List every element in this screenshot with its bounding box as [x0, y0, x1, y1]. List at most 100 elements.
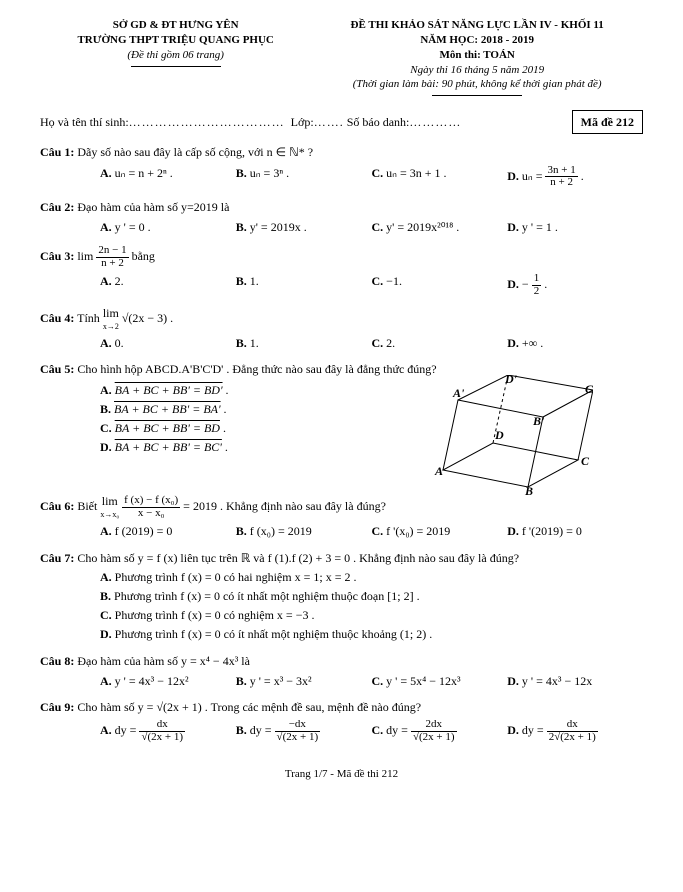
q1-opt-c: C. uₙ = 3n + 1 . — [372, 165, 508, 189]
divider — [131, 66, 221, 67]
q6-opt-a: A. f (2019) = 0 — [100, 523, 236, 539]
q1-label: Câu 1: — [40, 145, 74, 159]
q9-opt-c: C. dy = 2dx√(2x + 1) — [372, 719, 508, 743]
q2-opt-d: D. y ' = 1 . — [507, 219, 643, 235]
q3-opt-a: A. 2. — [100, 273, 236, 297]
q7-opt-d: D. Phương trình f (x) = 0 có ít nhất một… — [100, 626, 643, 642]
q1-opt-b: B. uₙ = 3ⁿ . — [236, 165, 372, 189]
divider — [432, 95, 522, 96]
question-2: Câu 2: Đạo hàm của hàm số y=2019 là A. y… — [40, 199, 643, 235]
q6-options: A. f (2019) = 0 B. f (x₀) = 2019 C. f '(… — [40, 523, 643, 539]
fraction: 2n − 1n + 2 — [96, 245, 128, 269]
q4-opt-b: B. 1. — [236, 335, 372, 351]
q1-opt-a: A. uₙ = n + 2ⁿ . — [100, 165, 236, 189]
question-1: Câu 1: Dãy số nào sau đây là cấp số cộng… — [40, 144, 643, 188]
q7-label: Câu 7: — [40, 551, 74, 565]
svg-text:A': A' — [452, 386, 465, 400]
org-1: SỞ GD & ĐT HƯNG YÊN — [40, 18, 311, 33]
question-3: Câu 3: lim 2n − 1n + 2 bằng A. 2. B. 1. … — [40, 245, 643, 297]
q3-opt-d: D. − 12 . — [507, 273, 643, 297]
q1-options: A. uₙ = n + 2ⁿ . B. uₙ = 3ⁿ . C. uₙ = 3n… — [40, 165, 643, 189]
page-footer: Trang 1/7 - Mã đề thi 212 — [40, 767, 643, 782]
q7-text: Cho hàm số y = f (x) liên tục trên ℝ và … — [77, 551, 519, 565]
q3-options: A. 2. B. 1. C. −1. D. − 12 . — [40, 273, 643, 297]
svg-text:D': D' — [504, 375, 518, 386]
question-4: Câu 4: Tính lim x→2 √(2x − 3) . A. 0. B.… — [40, 307, 643, 351]
q9-label: Câu 9: — [40, 700, 74, 714]
id-label: Số báo danh: — [347, 114, 410, 130]
q6-opt-b: B. f (x₀) = 2019 — [236, 523, 372, 539]
q9-opt-a: A. dy = dx√(2x + 1) — [100, 719, 236, 743]
q8-opt-a: A. y ' = 4x³ − 12x² — [100, 673, 236, 689]
fraction: −dx√(2x + 1) — [275, 719, 321, 743]
q9-text: Cho hàm số y = √(2x + 1) . Trong các mện… — [77, 700, 421, 714]
fraction: dx√(2x + 1) — [139, 719, 185, 743]
svg-text:C': C' — [585, 382, 593, 396]
q3-label: Câu 3: — [40, 249, 74, 263]
question-9: Câu 9: Cho hàm số y = √(2x + 1) . Trong … — [40, 699, 643, 743]
q8-opt-c: C. y ' = 5x⁴ − 12x³ — [372, 673, 508, 689]
header-left: SỞ GD & ĐT HƯNG YÊN TRƯỜNG THPT TRIỆU QU… — [40, 18, 311, 96]
page-count: (Đề thi gồm 06 trang) — [40, 48, 311, 63]
svg-text:A: A — [434, 464, 443, 478]
exam-page: SỞ GD & ĐT HƯNG YÊN TRƯỜNG THPT TRIỆU QU… — [0, 0, 683, 892]
q6-label: Câu 6: — [40, 499, 74, 513]
q9-opt-d: D. dy = dx2√(2x + 1) — [507, 719, 643, 743]
q9-options: A. dy = dx√(2x + 1) B. dy = −dx√(2x + 1)… — [40, 719, 643, 743]
q5-label: Câu 5: — [40, 362, 74, 376]
header-right: ĐỀ THI KHẢO SÁT NĂNG LỰC LẦN IV - KHỐI 1… — [311, 18, 643, 96]
q5-text: Cho hình hộp ABCD.A'B'C'D' . Đẳng thức n… — [77, 362, 436, 376]
q2-text: Đạo hàm của hàm số y=2019 là — [77, 200, 229, 214]
q4-label: Câu 4: — [40, 311, 74, 325]
q7-opt-a: A. Phương trình f (x) = 0 có hai nghiệm … — [100, 569, 643, 585]
exam-duration: (Thời gian làm bài: 90 phút, không kể th… — [311, 77, 643, 92]
exam-date: Ngày thi 16 tháng 5 năm 2019 — [311, 63, 643, 78]
q6-opt-c: C. f '(x₀) = 2019 — [372, 523, 508, 539]
q4-options: A. 0. B. 1. C. 2. D. +∞ . — [40, 335, 643, 351]
svg-text:D: D — [494, 428, 504, 442]
name-label: Họ và tên thí sinh: — [40, 114, 129, 130]
q8-text: Đạo hàm của hàm số y = x⁴ − 4x³ là — [77, 654, 250, 668]
q2-label: Câu 2: — [40, 200, 74, 214]
q6-opt-d: D. f '(2019) = 0 — [507, 523, 643, 539]
org-2: TRƯỜNG THPT TRIỆU QUANG PHỤC — [40, 33, 311, 48]
q7-opt-b: B. Phương trình f (x) = 0 có ít nhất một… — [100, 588, 643, 604]
q4-opt-a: A. 0. — [100, 335, 236, 351]
name-dots: ……………………………… — [129, 114, 285, 130]
box-diagram: A B C D A' B' C' D' — [423, 375, 593, 495]
q8-label: Câu 8: — [40, 654, 74, 668]
q8-options: A. y ' = 4x³ − 12x² B. y ' = x³ − 3x² C.… — [40, 673, 643, 689]
q3-opt-c: C. −1. — [372, 273, 508, 297]
header: SỞ GD & ĐT HƯNG YÊN TRƯỜNG THPT TRIỆU QU… — [40, 18, 643, 96]
q1-text: Dãy số nào sau đây là cấp số cộng, với n… — [77, 145, 313, 159]
q4-opt-d: D. +∞ . — [507, 335, 643, 351]
fraction: 3n + 1n + 2 — [545, 165, 577, 189]
q7-opt-c: C. Phương trình f (x) = 0 có nghiệm x = … — [100, 607, 643, 623]
fraction: f (x) − f (x₀)x − x₀ — [122, 495, 180, 519]
exam-title: ĐỀ THI KHẢO SÁT NĂNG LỰC LẦN IV - KHỐI 1… — [311, 18, 643, 33]
svg-text:B: B — [524, 484, 533, 495]
q8-opt-d: D. y ' = 4x³ − 12x — [507, 673, 643, 689]
subject: Môn thi: TOÁN — [311, 48, 643, 63]
id-dots: ………… — [409, 114, 461, 130]
exam-code: Mã đề 212 — [572, 110, 643, 134]
fraction: 2dx√(2x + 1) — [411, 719, 457, 743]
question-5: Câu 5: Cho hình hộp ABCD.A'B'C'D' . Đẳng… — [40, 361, 643, 455]
q1-opt-d: D. uₙ = 3n + 1n + 2 . — [507, 165, 643, 189]
svg-text:C: C — [581, 454, 590, 468]
class-label: Lớp: — [291, 114, 314, 130]
q2-opt-c: C. y' = 2019x²⁰¹⁸ . — [372, 219, 508, 235]
q8-opt-b: B. y ' = x³ − 3x² — [236, 673, 372, 689]
fraction: 12 — [532, 273, 542, 297]
question-6: Câu 6: Biết lim x→x₀ f (x) − f (x₀)x − x… — [40, 495, 643, 539]
fraction: dx2√(2x + 1) — [547, 719, 598, 743]
q9-opt-b: B. dy = −dx√(2x + 1) — [236, 719, 372, 743]
q7-options: A. Phương trình f (x) = 0 có hai nghiệm … — [40, 569, 643, 643]
class-dots: ……. — [314, 114, 344, 130]
q4-opt-c: C. 2. — [372, 335, 508, 351]
candidate-info: Họ và tên thí sinh: ……………………………… Lớp: ……… — [40, 110, 643, 134]
q2-opt-a: A. y ' = 0 . — [100, 219, 236, 235]
q2-options: A. y ' = 0 . B. y' = 2019x . C. y' = 201… — [40, 219, 643, 235]
q3-opt-b: B. 1. — [236, 273, 372, 297]
q2-opt-b: B. y' = 2019x . — [236, 219, 372, 235]
